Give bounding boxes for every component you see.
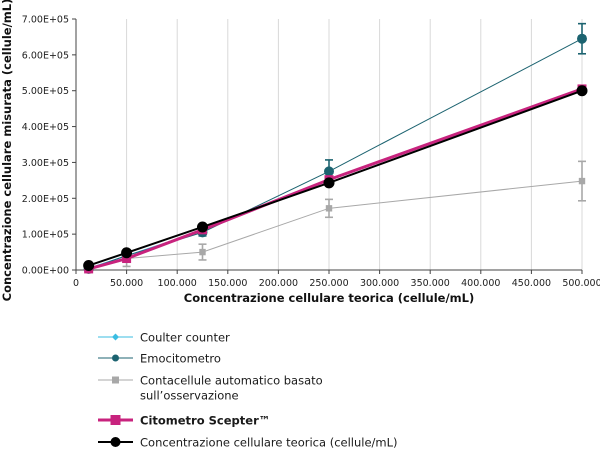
data-point [122,254,132,264]
data-point [577,33,587,44]
legend-item: Citometro Scepter™ [98,414,270,428]
legend-item: Contacellule automatico basatosull’osser… [98,374,323,403]
legend-item: Emocitometro [98,352,221,366]
x-tick-label: 450.000 [512,278,551,289]
y-tick-label: 5.00E+05 [22,86,69,97]
series-4 [83,85,588,272]
y-tick-label: 1.00E+05 [22,230,69,241]
axes-layer: 0.00E+00 1.00E+05 2.00E+05 3.00E+05 4.00E+05… [22,15,600,290]
series-3 [84,84,587,274]
x-tick-label: 0 [73,278,79,289]
legend-label: Emocitometro [140,352,221,366]
data-point [199,248,206,256]
y-tick-label: 4.00E+05 [22,122,69,133]
legend-swatch-marker [112,333,119,341]
x-tick-label: 50.000 [110,278,143,289]
y-tick-label: 2.00E+05 [22,194,69,205]
legend-label: sull’osservazione [140,389,239,403]
y-axis-title: Concentrazione cellulare misurata (cellu… [0,0,14,301]
series-line [88,87,583,271]
x-tick-label: 350.000 [411,278,450,289]
legend-swatch-marker [112,376,119,384]
series-line [88,180,583,270]
x-tick-label: 250.000 [309,278,348,289]
x-tick-label: 300.000 [360,278,399,289]
y-tick-label: 0.00E+00 [22,266,69,277]
series-layer [83,22,588,274]
data-point [578,177,586,185]
series-line [88,38,583,270]
legend-label: Contacellule automatico basato [140,374,323,388]
x-axis-title: Concentrazione cellulare teorica (cellul… [184,291,475,305]
legend: Coulter counter Emocitometro Contacellule … [98,331,398,450]
data-point [325,205,333,212]
series-1 [83,22,587,274]
x-tick-label: 100.000 [158,278,197,289]
legend-label: Coulter counter [140,331,230,345]
x-tick-label: 500.000 [562,278,600,289]
y-tick-label: 6.00E+05 [22,50,69,61]
legend-label: Concentrazione cellulare teorica (cellul… [140,436,398,450]
x-tick-label: 150.000 [208,278,247,289]
x-tick-label: 400.000 [461,278,500,289]
y-tick-label: 3.00E+05 [22,158,69,169]
data-point [323,177,335,189]
x-tick-label: 200.000 [259,278,298,289]
data-point [324,166,334,177]
legend-item: Concentrazione cellulare teorica (cellul… [98,436,398,450]
data-point [83,260,95,272]
y-tick-label: 7.00E+05 [22,15,69,26]
data-point [121,247,133,259]
legend-item: Coulter counter [98,331,230,345]
data-point [197,221,208,233]
legend-swatch-marker [110,437,121,447]
legend-swatch-marker [112,354,119,362]
data-point [576,85,588,97]
legend-label: Citometro Scepter™ [140,414,270,428]
legend-swatch-marker [110,415,121,425]
